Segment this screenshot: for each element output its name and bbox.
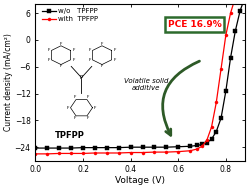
w/o   TPFPP xyxy=(177,146,180,148)
with  TPFPP xyxy=(177,150,180,153)
w/o   TPFPP xyxy=(46,147,49,149)
Text: TPFPP: TPFPP xyxy=(55,131,85,140)
Text: PCE 16.9%: PCE 16.9% xyxy=(168,20,221,29)
w/o   TPFPP xyxy=(229,57,232,59)
w/o   TPFPP xyxy=(129,146,132,148)
with  TPFPP xyxy=(70,152,73,155)
with  TPFPP xyxy=(117,152,120,154)
w/o   TPFPP xyxy=(224,90,227,92)
with  TPFPP xyxy=(215,101,218,104)
with  TPFPP xyxy=(205,139,208,142)
Legend: w/o   TPFPP, with  TPFPP: w/o TPFPP, with TPFPP xyxy=(41,8,99,23)
w/o   TPFPP xyxy=(196,144,199,146)
w/o   TPFPP xyxy=(141,146,144,148)
w/o   TPFPP xyxy=(205,142,208,144)
X-axis label: Voltage (V): Voltage (V) xyxy=(115,176,165,185)
with  TPFPP xyxy=(165,151,168,153)
w/o   TPFPP xyxy=(165,146,168,148)
with  TPFPP xyxy=(220,68,223,70)
w/o   TPFPP xyxy=(58,147,61,149)
w/o   TPFPP xyxy=(220,117,223,119)
with  TPFPP xyxy=(129,151,132,154)
with  TPFPP xyxy=(93,152,96,154)
Text: Volatile solid
additive: Volatile solid additive xyxy=(124,78,168,91)
w/o   TPFPP xyxy=(234,30,237,32)
w/o   TPFPP xyxy=(153,146,156,148)
with  TPFPP xyxy=(196,148,199,150)
with  TPFPP xyxy=(224,34,227,37)
with  TPFPP xyxy=(46,153,49,155)
with  TPFPP xyxy=(105,152,108,154)
with  TPFPP xyxy=(58,152,61,155)
Y-axis label: Current density (mA/cm²): Current density (mA/cm²) xyxy=(4,33,13,131)
with  TPFPP xyxy=(229,12,232,14)
w/o   TPFPP xyxy=(239,10,242,12)
with  TPFPP xyxy=(81,152,84,155)
with  TPFPP xyxy=(153,151,156,153)
w/o   TPFPP xyxy=(93,146,96,149)
with  TPFPP xyxy=(210,126,213,128)
w/o   TPFPP xyxy=(215,130,218,133)
Line: w/o   TPFPP: w/o TPFPP xyxy=(34,0,246,150)
w/o   TPFPP xyxy=(210,138,213,140)
w/o   TPFPP xyxy=(117,146,120,149)
w/o   TPFPP xyxy=(105,146,108,149)
with  TPFPP xyxy=(34,153,37,155)
w/o   TPFPP xyxy=(70,147,73,149)
with  TPFPP xyxy=(188,150,191,152)
w/o   TPFPP xyxy=(188,145,191,147)
with  TPFPP xyxy=(141,151,144,154)
w/o   TPFPP xyxy=(81,146,84,149)
w/o   TPFPP xyxy=(34,147,37,149)
Line: with  TPFPP: with TPFPP xyxy=(34,0,237,155)
with  TPFPP xyxy=(200,145,203,147)
w/o   TPFPP xyxy=(200,143,203,146)
